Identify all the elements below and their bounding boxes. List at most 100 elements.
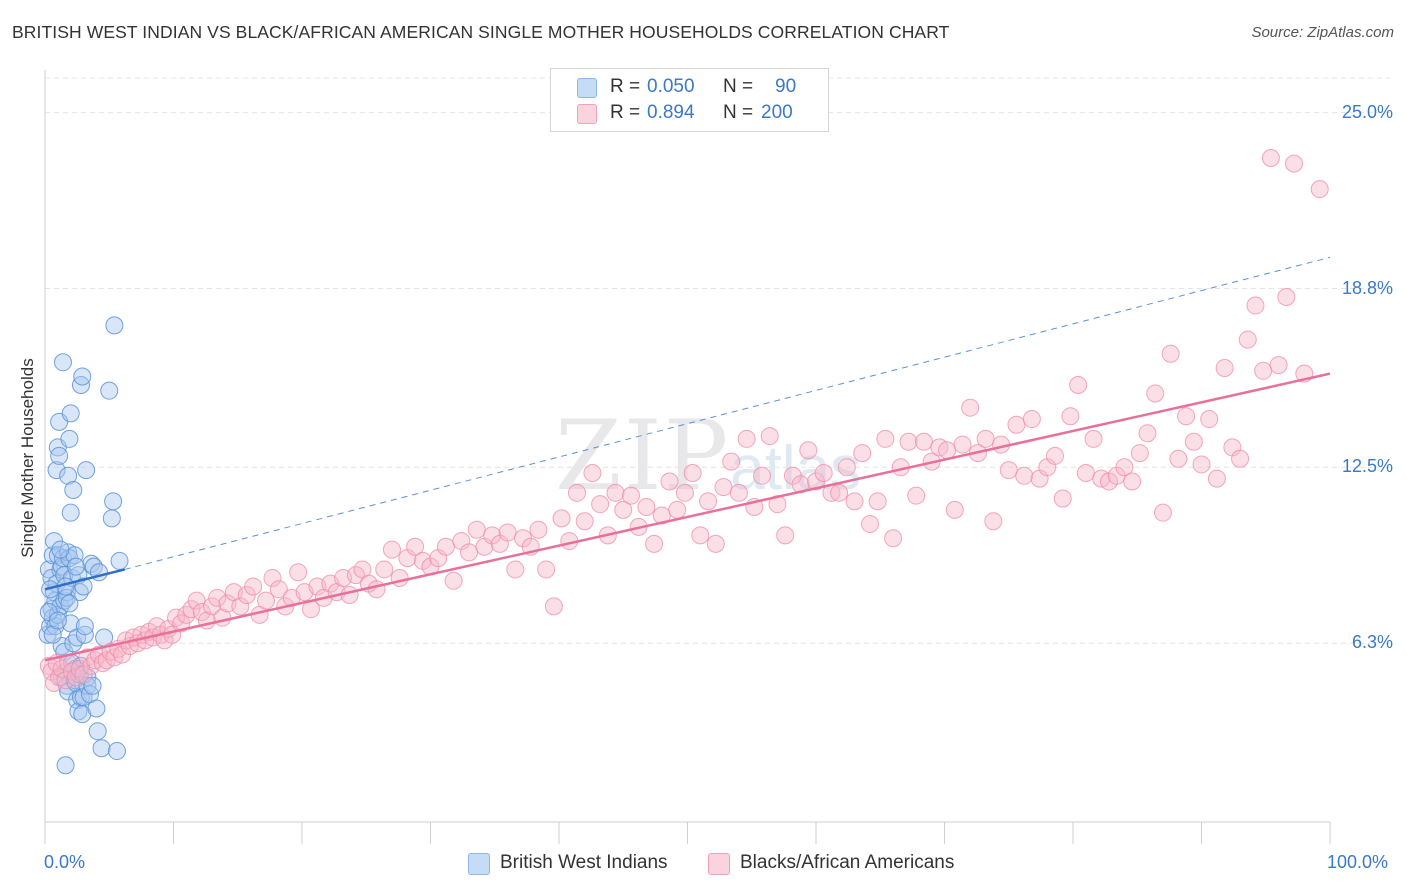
data-point-black-african-american [177, 605, 196, 624]
data-point-british-west-indian [75, 617, 94, 636]
data-point-black-african-american [1184, 432, 1203, 451]
data-point-black-african-american [44, 673, 63, 692]
data-point-british-west-indian [105, 316, 124, 335]
data-point-black-african-american [621, 486, 640, 505]
trend-line-blue [44, 568, 125, 591]
data-point-black-african-american [1238, 330, 1257, 349]
data-point-black-african-american [961, 398, 980, 417]
data-point-black-african-american [938, 441, 957, 460]
data-point-british-west-indian [50, 446, 69, 465]
legend-swatch-pink [708, 853, 730, 875]
data-point-black-african-american [1246, 296, 1265, 315]
data-point-black-african-american [668, 500, 687, 519]
data-point-black-african-american [860, 515, 879, 534]
chart-title: BRITISH WEST INDIAN VS BLACK/AFRICAN AME… [12, 22, 950, 42]
data-point-british-west-indian [66, 557, 85, 576]
data-point-black-african-american [1084, 429, 1103, 448]
data-point-british-west-indian [107, 742, 126, 761]
data-point-black-african-american [1053, 489, 1072, 508]
data-point-black-african-american [837, 458, 856, 477]
blacks-african-americans-points [39, 148, 1329, 692]
data-point-black-african-american [1007, 415, 1026, 434]
data-point-british-west-indian [92, 739, 111, 758]
data-point-black-african-american [406, 537, 425, 556]
data-point-black-african-american [699, 492, 718, 511]
data-point-british-west-indian [61, 404, 80, 423]
data-point-black-african-american [1138, 424, 1157, 443]
data-point-black-african-american [340, 585, 359, 604]
y-axis-label: Single Mother Households [18, 358, 37, 558]
data-point-black-african-american [776, 526, 795, 545]
stat-swatch-blue [577, 78, 597, 98]
data-point-black-african-american [953, 435, 972, 454]
data-point-british-west-indian [88, 722, 107, 741]
data-point-british-west-indian [61, 503, 80, 522]
data-point-black-african-american [537, 560, 556, 579]
legend-label: Blacks/African Americans [740, 852, 955, 873]
data-point-black-african-american [675, 483, 694, 502]
data-point-black-african-american [637, 498, 656, 517]
data-point-black-african-american [529, 520, 548, 539]
data-point-black-african-american [660, 472, 679, 491]
data-point-british-west-indian [84, 557, 103, 576]
stats-legend-box: R = 0.050 N = 90 R = 0.894 N = 200 [550, 68, 829, 132]
data-point-black-african-american [591, 495, 610, 514]
data-point-black-african-american [1269, 356, 1288, 375]
y-tick-label: 18.8% [1341, 277, 1393, 298]
data-point-black-african-american [367, 580, 386, 599]
data-point-black-african-american [544, 597, 563, 616]
y-tick-label: 12.5% [1341, 456, 1393, 477]
data-point-british-west-indian [102, 509, 121, 528]
data-point-black-african-american [506, 560, 525, 579]
data-point-black-african-american [945, 500, 964, 519]
data-point-black-african-american [1015, 466, 1034, 485]
data-point-black-african-american [382, 540, 401, 559]
data-point-black-african-american [575, 512, 594, 531]
british-west-indians-points [38, 316, 129, 775]
data-point-black-african-american [1254, 361, 1273, 380]
data-point-black-african-american [1207, 469, 1226, 488]
stat-swatch-pink [577, 104, 597, 124]
data-point-black-african-american [645, 534, 664, 553]
data-point-black-african-american [729, 483, 748, 502]
data-point-black-african-american [375, 560, 394, 579]
data-point-british-west-indian [53, 353, 72, 372]
stat-n-value: 90 [775, 76, 797, 97]
data-point-black-african-american [498, 523, 517, 542]
trend-line-blue-extended [124, 256, 1331, 570]
axes [44, 70, 1331, 844]
data-point-british-west-indian [65, 546, 84, 565]
trend-lines [44, 256, 1331, 662]
data-point-black-african-american [1169, 449, 1188, 468]
data-point-black-african-american [1130, 444, 1149, 463]
data-point-black-african-american [722, 452, 741, 471]
stat-n-value: 200 [761, 102, 793, 123]
data-point-black-african-american [884, 529, 903, 548]
data-point-british-west-indian [110, 551, 129, 570]
data-point-black-african-american [830, 483, 849, 502]
data-point-black-african-american [203, 597, 222, 616]
data-point-british-west-indian [77, 461, 96, 480]
data-point-british-west-indian [73, 367, 92, 386]
data-point-black-african-american [1310, 180, 1329, 199]
x-tick-min: 0.0% [44, 852, 86, 872]
data-point-black-african-american [1046, 446, 1065, 465]
data-point-black-african-american [1261, 148, 1280, 167]
data-point-black-african-american [683, 463, 702, 482]
data-point-british-west-indian [59, 466, 78, 485]
data-point-black-african-american [263, 568, 282, 587]
data-point-black-african-american [706, 534, 725, 553]
data-point-black-african-american [814, 463, 833, 482]
data-point-black-african-american [1061, 407, 1080, 426]
data-point-black-african-american [753, 466, 772, 485]
data-point-british-west-indian [60, 429, 79, 448]
data-point-black-african-american [257, 591, 276, 610]
data-point-black-african-american [390, 568, 409, 587]
data-point-black-african-american [167, 608, 186, 627]
data-point-black-african-american [868, 492, 887, 511]
legend-label: British West Indians [500, 852, 668, 873]
data-point-black-african-american [552, 509, 571, 528]
data-point-black-african-american [1215, 358, 1234, 377]
legend-swatch-blue [468, 853, 490, 875]
